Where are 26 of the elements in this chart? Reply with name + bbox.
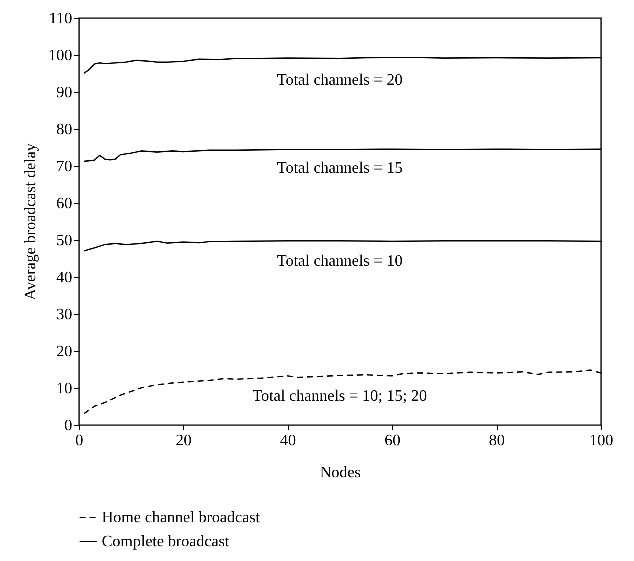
y-tick-label: 70 bbox=[56, 158, 72, 176]
x-tick-label: 100 bbox=[590, 432, 614, 450]
x-tick-label: 40 bbox=[280, 432, 296, 450]
y-tick-label: 50 bbox=[56, 232, 72, 250]
y-tick-label: 40 bbox=[56, 270, 72, 286]
annotation: Total channels = 10 bbox=[277, 253, 403, 270]
y-tick-label: 60 bbox=[56, 196, 72, 212]
y-tick-label: 0 bbox=[64, 418, 72, 434]
y-tick-label: 30 bbox=[56, 306, 72, 324]
legend-label: Home channel broadcast bbox=[102, 510, 261, 526]
x-axis-title: Nodes bbox=[320, 464, 361, 482]
annotation: Total channels = 10; 15; 20 bbox=[252, 388, 428, 405]
y-tick-label: 80 bbox=[56, 122, 72, 138]
y-tick-label: 90 bbox=[56, 84, 72, 102]
y-axis-title: Average broadcast delay bbox=[22, 144, 40, 300]
y-tick-label: 110 bbox=[49, 10, 72, 28]
annotation: Total channels = 15 bbox=[277, 160, 403, 177]
x-tick-label: 80 bbox=[489, 432, 506, 450]
legend-label: Complete broadcast bbox=[102, 534, 230, 550]
y-tick-label: 100 bbox=[48, 48, 72, 64]
y-tick-label: 20 bbox=[56, 344, 72, 360]
x-tick-label: 20 bbox=[176, 432, 192, 450]
x-tick-label: 0 bbox=[76, 432, 84, 450]
x-tick-label: 60 bbox=[384, 432, 401, 450]
y-tick-label: 10 bbox=[56, 380, 72, 398]
annotation: Total channels = 20 bbox=[277, 72, 403, 89]
